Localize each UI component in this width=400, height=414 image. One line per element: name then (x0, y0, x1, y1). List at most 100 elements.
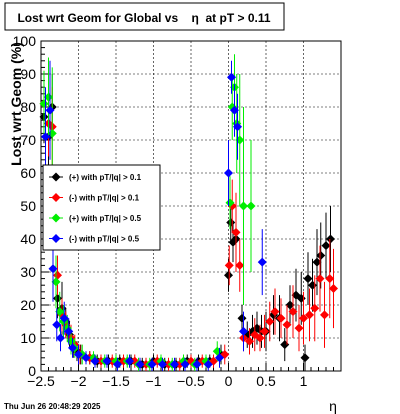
x-tick-labels: −2.5 −2 −1.5 −1 −0.5 0 0.5 1 (27, 373, 307, 389)
data-point (64, 326, 74, 336)
data-point (320, 310, 329, 320)
x-tick-label: 1 (300, 373, 308, 389)
data-point (315, 274, 325, 284)
legend-box (42, 164, 161, 251)
data-point (68, 343, 77, 353)
timestamp: Thu Jun 26 20:48:29 2025 (4, 402, 101, 411)
x-tick-label: 0 (225, 373, 233, 389)
data-point (282, 320, 292, 330)
chart-title: Lost wrt Geom for Global vs η at pT > 0.… (17, 11, 270, 25)
data-point (316, 251, 326, 260)
legend-marker (51, 172, 61, 182)
data-point (246, 201, 256, 211)
data-point (255, 333, 265, 343)
data-point (51, 277, 61, 287)
data-point (288, 307, 298, 317)
series-4 (41, 60, 267, 371)
y-tick-labels: 0 10 20 30 40 50 60 70 80 90 100 (13, 33, 37, 379)
x-tick-label: −2.5 (27, 373, 55, 389)
data-point (48, 264, 58, 274)
y-axis-label: Lost wrt Geom (%) (8, 42, 24, 166)
data-point (239, 326, 248, 336)
data-point (299, 313, 308, 323)
data-point (180, 359, 190, 369)
data-point (125, 356, 134, 366)
data-point (215, 353, 224, 363)
data-point (224, 168, 233, 178)
data-point (203, 359, 213, 369)
data-point (230, 105, 239, 115)
data-point (158, 359, 167, 369)
data-point (81, 353, 91, 363)
data-point (225, 198, 235, 208)
legend-marker (51, 213, 61, 223)
x-tick-label: −0.5 (177, 373, 205, 389)
data-point (135, 359, 145, 369)
data-point (303, 274, 313, 284)
y-tick-label: 80 (20, 99, 36, 115)
data-point (39, 99, 49, 109)
data-point (90, 356, 100, 366)
data-point (325, 274, 335, 284)
data-point (102, 356, 112, 366)
data-point (305, 310, 314, 320)
data-point (270, 307, 280, 317)
data-point (224, 260, 234, 270)
data-point (45, 105, 55, 115)
x-axis-label: η (329, 398, 337, 414)
y-tick-label: 0 (28, 363, 36, 379)
data-point (329, 284, 338, 293)
data-point (239, 201, 248, 211)
data-point (233, 122, 242, 132)
legend: (+) with pT/|q| > 0.1 (-) with pT/|q| > 0… (42, 164, 161, 251)
data-point (300, 353, 310, 363)
legend-marker (51, 193, 61, 202)
y-tick-label: 60 (20, 165, 36, 181)
data-point (312, 257, 322, 267)
data-point (285, 300, 295, 310)
y-tick-label: 10 (20, 330, 36, 346)
x-tick-label: −2 (71, 373, 87, 389)
data-point (245, 336, 254, 346)
data-point (44, 92, 53, 102)
legend-label: (+) with pT/|q| > 0.5 (69, 214, 142, 223)
x-tick-label: 0.5 (256, 373, 276, 389)
y-tick-label: 70 (20, 132, 36, 148)
data-point (276, 313, 286, 323)
data-point (170, 359, 179, 369)
legend-label: (-) with pT/|q| > 0.1 (69, 194, 140, 203)
y-tick-label: 30 (20, 264, 36, 280)
y-tick-label: 40 (20, 231, 36, 247)
data-point (56, 333, 65, 343)
data-point (147, 359, 157, 369)
data-point (41, 132, 50, 142)
x-tick-label: −1.5 (102, 373, 130, 389)
data-point (326, 234, 335, 244)
legend-marker (51, 234, 61, 243)
data-point (59, 313, 69, 323)
data-point (74, 350, 83, 359)
data-point (310, 303, 320, 313)
legend-label: (-) with pT/|q| > 0.5 (69, 235, 140, 244)
data-point (321, 241, 331, 251)
data-point (52, 320, 62, 330)
data-point (235, 260, 245, 270)
y-tick-label: 100 (13, 33, 37, 49)
y-tick-label: 50 (20, 198, 36, 214)
data-point (227, 72, 236, 82)
data-point (237, 313, 247, 323)
data-point (53, 270, 62, 280)
legend-label: (+) with pT/|q| > 0.1 (69, 173, 142, 182)
data-point (55, 307, 65, 317)
data-point (224, 270, 233, 280)
y-tick-label: 90 (20, 66, 36, 82)
data-point (265, 317, 275, 326)
y-tick-label: 20 (20, 297, 36, 313)
data-point (231, 227, 241, 237)
title-box (4, 2, 285, 31)
data-point (113, 359, 122, 369)
data-point (260, 326, 269, 336)
x-tick-label: −1 (146, 373, 162, 389)
data-point (294, 323, 304, 333)
